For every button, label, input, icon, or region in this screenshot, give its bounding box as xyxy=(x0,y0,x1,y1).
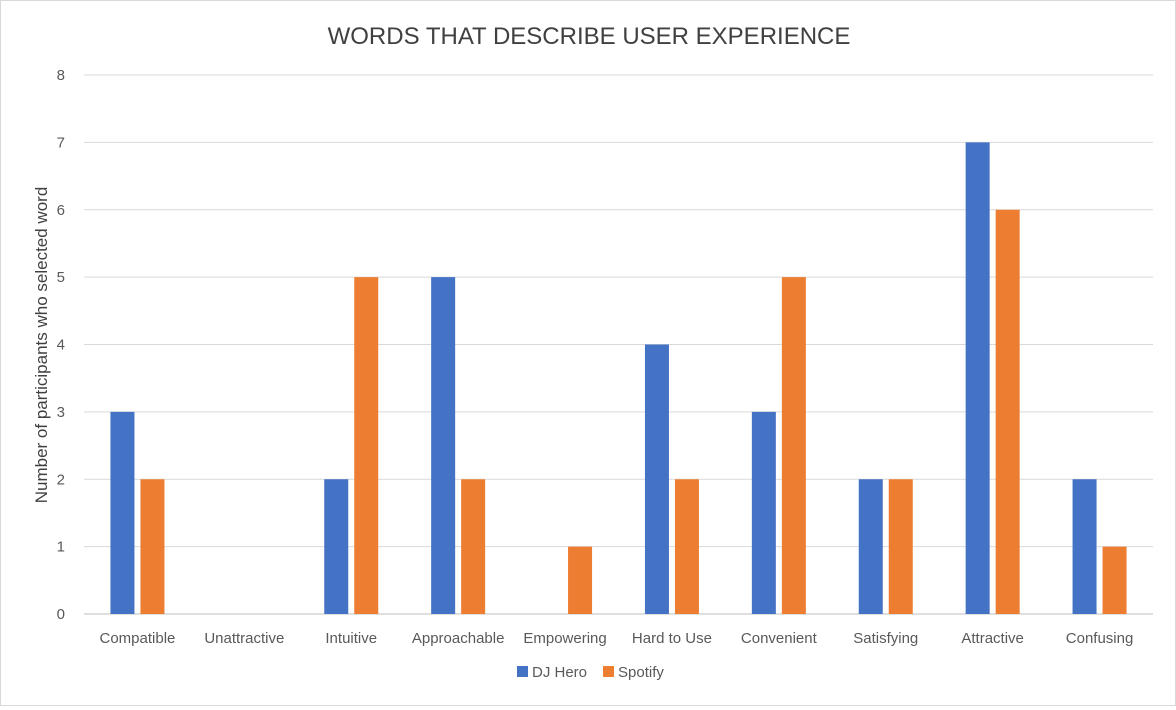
bar-spotify xyxy=(140,479,165,614)
y-tick-label: 0 xyxy=(57,606,65,623)
x-tick-label: Hard to Use xyxy=(632,630,712,647)
bars xyxy=(110,142,1127,614)
bar-dj-hero xyxy=(1072,479,1097,614)
bar-dj-hero xyxy=(644,344,669,614)
legend: DJ Hero Spotify xyxy=(517,664,664,681)
y-tick-label: 5 xyxy=(57,269,65,286)
y-tick-label: 3 xyxy=(57,404,65,421)
y-axis-label: Number of participants who selected word xyxy=(32,187,51,504)
legend-swatch xyxy=(603,666,614,677)
y-tick-labels: 0 1 2 3 4 5 6 7 8 xyxy=(57,67,65,623)
legend-label: DJ Hero xyxy=(532,664,587,681)
gridlines xyxy=(84,74,1153,615)
bar-spotify xyxy=(995,209,1020,614)
x-tick-label: Satisfying xyxy=(853,630,918,647)
bar-dj-hero xyxy=(324,479,349,614)
legend-swatch xyxy=(517,666,528,677)
y-tick-label: 1 xyxy=(57,539,65,556)
x-tick-label: Unattractive xyxy=(204,630,284,647)
bar-dj-hero xyxy=(751,411,776,614)
x-tick-label: Convenient xyxy=(741,630,818,647)
x-tick-label: Attractive xyxy=(961,630,1024,647)
y-tick-label: 6 xyxy=(57,202,65,219)
x-tick-label: Compatible xyxy=(100,630,176,647)
chart-title: WORDS THAT DESCRIBE USER EXPERIENCE xyxy=(328,23,851,50)
x-tick-label: Confusing xyxy=(1066,630,1134,647)
bar-spotify xyxy=(1102,546,1127,614)
y-tick-label: 4 xyxy=(57,337,65,354)
x-tick-labels: Compatible Unattractive Intuitive Approacha… xyxy=(100,630,1134,647)
bar-spotify xyxy=(781,277,806,614)
legend-label: Spotify xyxy=(618,664,664,681)
bar-spotify xyxy=(568,546,593,614)
y-tick-label: 7 xyxy=(57,134,65,151)
bar-spotify xyxy=(674,479,699,614)
bar-spotify xyxy=(461,479,486,614)
bar-dj-hero xyxy=(965,142,990,614)
bar-dj-hero xyxy=(110,411,135,614)
bar-spotify xyxy=(888,479,913,614)
bar-dj-hero xyxy=(858,479,883,614)
x-tick-label: Empowering xyxy=(523,630,606,647)
x-tick-label: Intuitive xyxy=(325,630,377,647)
y-tick-label: 2 xyxy=(57,471,65,488)
x-tick-label: Approachable xyxy=(412,630,505,647)
bar-dj-hero xyxy=(431,277,456,614)
y-tick-label: 8 xyxy=(57,67,65,84)
bar-spotify xyxy=(354,277,379,614)
